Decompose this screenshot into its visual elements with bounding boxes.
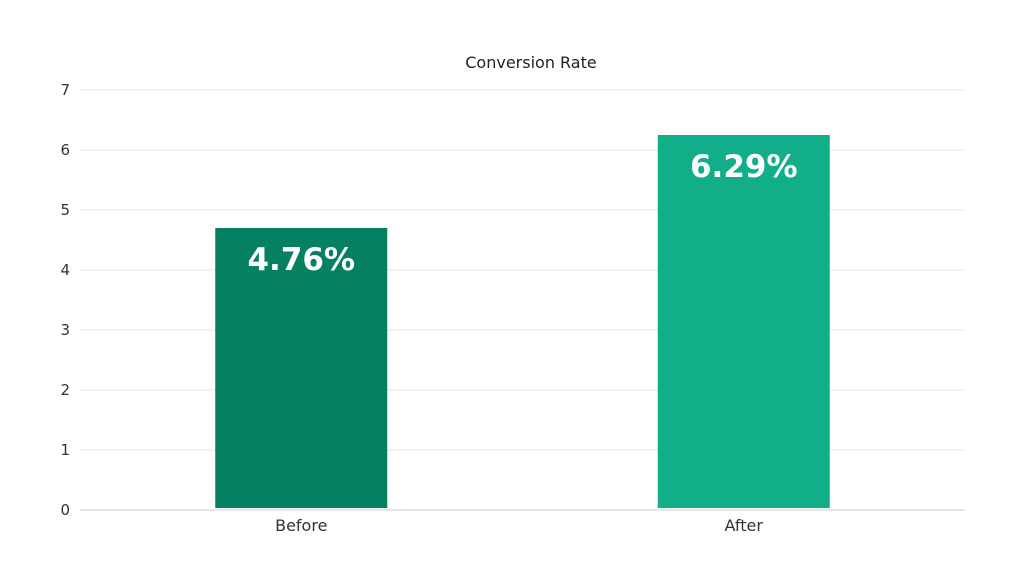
y-tick-label: 1 — [60, 441, 70, 459]
bar-before — [215, 228, 388, 508]
bar-after — [657, 135, 830, 508]
y-tick-label: 7 — [60, 81, 70, 99]
data-label-before: 4.76% — [247, 242, 355, 278]
x-axis-ticks: Before After — [275, 516, 763, 535]
x-tick-label-before: Before — [275, 516, 327, 535]
y-tick-label: 4 — [60, 261, 70, 279]
y-tick-label: 2 — [60, 381, 70, 399]
data-label-after: 6.29% — [690, 149, 798, 185]
y-tick-label: 6 — [60, 141, 70, 159]
chart-title: Conversion Rate — [465, 53, 596, 72]
y-axis-ticks: 0 1 2 3 4 5 6 7 — [60, 81, 70, 519]
bars: 4.76% 6.29% — [215, 135, 830, 508]
y-tick-label: 3 — [60, 321, 70, 339]
y-tick-label: 5 — [60, 201, 70, 219]
y-tick-label: 0 — [60, 501, 70, 519]
x-tick-label-after: After — [725, 516, 764, 535]
grid-lines — [80, 89, 965, 511]
